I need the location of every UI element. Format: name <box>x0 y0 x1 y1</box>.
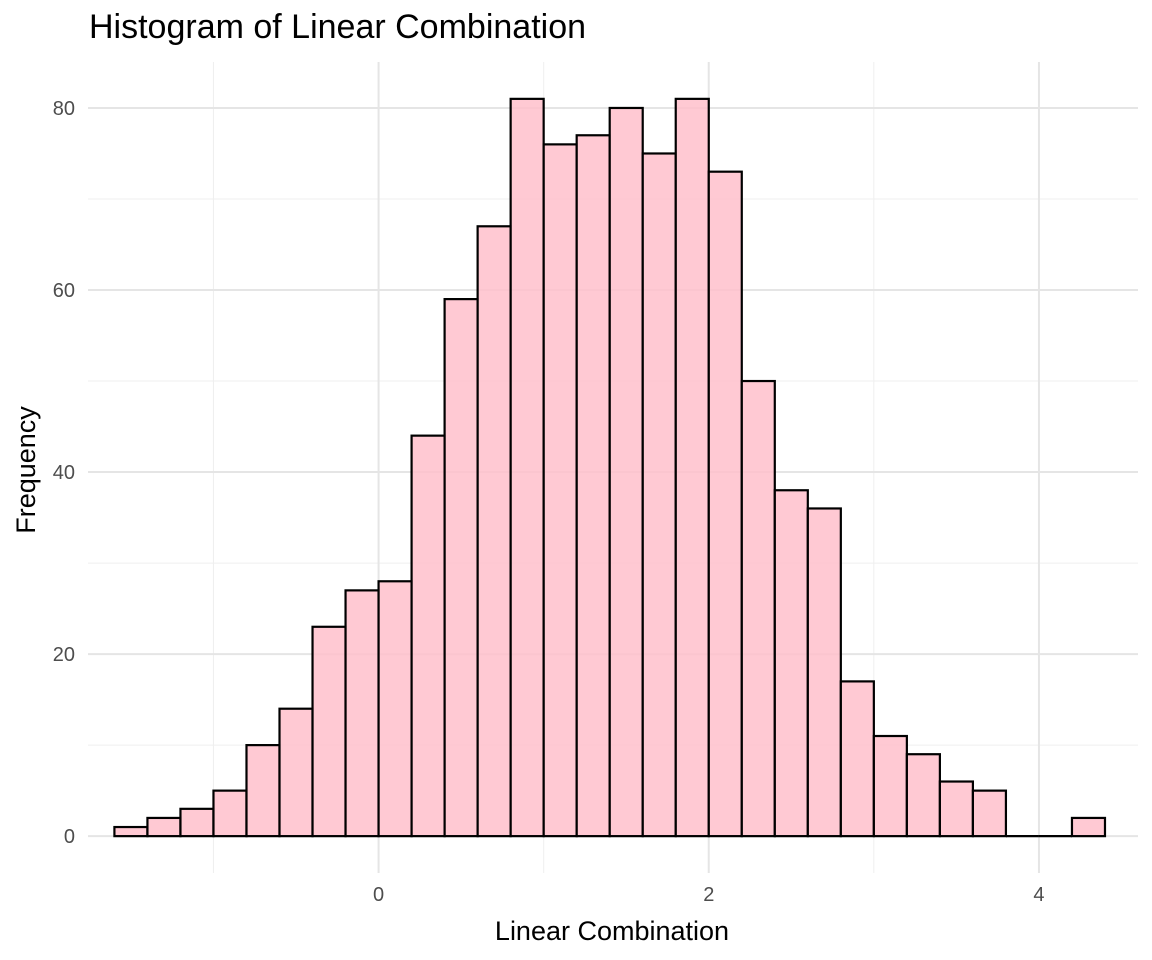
x-tick-label: 0 <box>373 884 384 906</box>
histogram-bar <box>476 225 512 838</box>
histogram-bar <box>311 625 347 838</box>
histogram-bar <box>113 825 149 838</box>
histogram-bar <box>641 152 677 838</box>
x-tick-label: 2 <box>703 884 714 906</box>
histogram-bar <box>542 143 578 838</box>
histogram-bar <box>938 780 975 838</box>
y-tick-label: 0 <box>64 826 75 848</box>
y-tick-label: 60 <box>53 280 75 302</box>
histogram-bar <box>674 97 710 838</box>
histogram-bar <box>806 507 842 838</box>
x-tick-label: 4 <box>1033 884 1044 906</box>
histogram-bar <box>740 379 776 838</box>
y-tick-label: 20 <box>53 644 75 666</box>
y-tick-label: 80 <box>53 98 75 120</box>
histogram-bar <box>1070 816 1107 838</box>
histogram-bar <box>443 298 479 838</box>
histogram-bar <box>146 816 182 838</box>
y-axis-ticks: 0 20 40 60 80 <box>53 98 75 848</box>
histogram-bar <box>410 434 446 838</box>
histogram-bar <box>905 753 941 838</box>
histogram-bar <box>344 589 380 838</box>
histogram-bar <box>773 489 809 838</box>
histogram-bar <box>971 789 1008 838</box>
histogram-bar <box>212 789 248 838</box>
histogram-bar <box>179 807 215 838</box>
histogram-bar <box>707 170 743 838</box>
histogram-bar <box>509 97 545 838</box>
histogram-bar <box>245 744 281 838</box>
histogram-bar <box>377 580 413 838</box>
histogram-bar <box>839 680 875 838</box>
chart-title: Histogram of Linear Combination <box>89 8 586 46</box>
histogram-bar <box>872 734 908 838</box>
histogram-bar <box>278 707 314 838</box>
histogram-bar <box>608 106 644 838</box>
y-tick-label: 40 <box>53 462 75 484</box>
x-axis-ticks: 0 2 4 <box>373 884 1045 906</box>
x-axis-title: Linear Combination <box>495 916 729 946</box>
histogram-bars <box>113 97 1107 838</box>
histogram-bar <box>575 134 611 838</box>
y-axis-title: Frequency <box>11 406 41 534</box>
